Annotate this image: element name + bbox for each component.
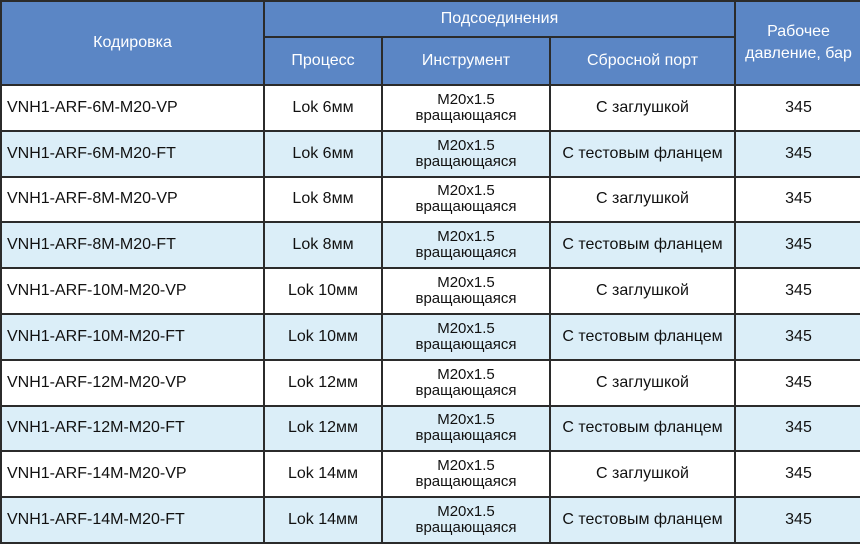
- cell-vent: С тестовым фланцем: [548, 129, 737, 178]
- header-connections: Подсоединения: [262, 0, 737, 38]
- header-code: Кодировка: [0, 0, 265, 86]
- table-row: VNH1-ARF-10M-M20-FT Lok 10мм M20x1.5 вращ…: [0, 312, 860, 361]
- cell-process: Lok 12мм: [263, 358, 383, 407]
- table-row: VNH1-ARF-8M-M20-FT Lok 8мм M20x1.5 вращаю…: [0, 221, 860, 270]
- cell-code: VNH1-ARF-6M-M20-FT: [0, 129, 265, 178]
- cell-pressure: 345: [734, 221, 860, 270]
- table-row: VNH1-ARF-10M-M20-VP Lok 10мм M20x1.5 вращ…: [0, 267, 860, 315]
- cell-code: VNH1-ARF-14M-M20-FT: [0, 496, 265, 544]
- cell-code: VNH1-ARF-12M-M20-VP: [0, 358, 265, 407]
- table-row: VNH1-ARF-8M-M20-VP Lok 8мм M20x1.5 вращаю…: [0, 175, 860, 224]
- cell-code: VNH1-ARF-8M-M20-VP: [0, 175, 265, 224]
- cell-process: Lok 10мм: [263, 267, 383, 315]
- cell-vent: С заглушкой: [548, 358, 737, 407]
- instrument-thread: M20x1.5: [437, 274, 495, 292]
- cell-instrument: M20x1.5 вращающаяся: [381, 450, 551, 499]
- cell-vent: С тестовым фланцем: [548, 312, 737, 361]
- header-pressure: Рабочее давление, бар: [734, 0, 860, 86]
- instrument-type: вращающаяся: [415, 335, 517, 353]
- table-row: VNH1-ARF-14M-M20-VP Lok 14мм M20x1.5 вращ…: [0, 450, 860, 499]
- table-row: VNH1-ARF-6M-M20-FT Lok 6мм M20x1.5 вращаю…: [0, 129, 860, 178]
- cell-process: Lok 14мм: [263, 450, 383, 499]
- cell-vent: С тестовым фланцем: [548, 496, 737, 544]
- instrument-type: вращающаяся: [415, 519, 517, 537]
- cell-pressure: 345: [734, 404, 860, 453]
- instrument-type: вращающаяся: [415, 290, 517, 308]
- cell-instrument: M20x1.5 вращающаяся: [381, 267, 551, 315]
- cell-instrument: M20x1.5 вращающаяся: [381, 312, 551, 361]
- instrument-type: вращающаяся: [415, 152, 517, 170]
- cell-vent: С заглушкой: [548, 84, 737, 132]
- cell-process: Lok 8мм: [263, 175, 383, 224]
- header-instrument: Инструмент: [381, 36, 551, 86]
- table-row: VNH1-ARF-14M-M20-FT Lok 14мм M20x1.5 вращ…: [0, 496, 860, 544]
- cell-code: VNH1-ARF-12M-M20-FT: [0, 404, 265, 453]
- instrument-type: вращающаяся: [415, 381, 517, 399]
- instrument-type: вращающаяся: [415, 427, 517, 445]
- header-process: Процесс: [263, 36, 383, 86]
- cell-code: VNH1-ARF-10M-M20-VP: [0, 267, 265, 315]
- cell-instrument: M20x1.5 вращающаяся: [381, 84, 551, 132]
- cell-process: Lok 12мм: [263, 404, 383, 453]
- cell-instrument: M20x1.5 вращающаяся: [381, 129, 551, 178]
- cell-process: Lok 10мм: [263, 312, 383, 361]
- cell-process: Lok 6мм: [263, 129, 383, 178]
- cell-process: Lok 6мм: [263, 84, 383, 132]
- table-row: VNH1-ARF-6M-M20-VP Lok 6мм M20x1.5 вращаю…: [0, 84, 860, 132]
- cell-pressure: 345: [734, 175, 860, 224]
- instrument-thread: M20x1.5: [437, 457, 495, 475]
- cell-pressure: 345: [734, 84, 860, 132]
- instrument-thread: M20x1.5: [437, 365, 495, 383]
- instrument-type: вращающаяся: [415, 198, 517, 216]
- cell-code: VNH1-ARF-6M-M20-VP: [0, 84, 265, 132]
- cell-instrument: M20x1.5 вращающаяся: [381, 221, 551, 270]
- table-row: VNH1-ARF-12M-M20-VP Lok 12мм M20x1.5 вращ…: [0, 358, 860, 407]
- cell-vent: С тестовым фланцем: [548, 221, 737, 270]
- cell-pressure: 345: [734, 129, 860, 178]
- cell-vent: С заглушкой: [548, 175, 737, 224]
- instrument-type: вращающаяся: [415, 244, 517, 262]
- cell-process: Lok 14мм: [263, 496, 383, 544]
- cell-pressure: 345: [734, 358, 860, 407]
- cell-pressure: 345: [734, 450, 860, 499]
- instrument-thread: M20x1.5: [437, 182, 495, 200]
- cell-code: VNH1-ARF-14M-M20-VP: [0, 450, 265, 499]
- cell-pressure: 345: [734, 267, 860, 315]
- instrument-type: вращающаяся: [415, 473, 517, 491]
- cell-vent: С заглушкой: [548, 267, 737, 315]
- table-row: VNH1-ARF-12M-M20-FT Lok 12мм M20x1.5 вращ…: [0, 404, 860, 453]
- cell-code: VNH1-ARF-8M-M20-FT: [0, 221, 265, 270]
- instrument-thread: M20x1.5: [437, 319, 495, 337]
- instrument-thread: M20x1.5: [437, 136, 495, 154]
- cell-instrument: M20x1.5 вращающаяся: [381, 358, 551, 407]
- cell-instrument: M20x1.5 вращающаяся: [381, 175, 551, 224]
- cell-vent: С тестовым фланцем: [548, 404, 737, 453]
- cell-pressure: 345: [734, 496, 860, 544]
- instrument-thread: M20x1.5: [437, 411, 495, 429]
- header-vent: Сбросной порт: [548, 36, 737, 86]
- cell-instrument: M20x1.5 вращающаяся: [381, 496, 551, 544]
- instrument-thread: M20x1.5: [437, 503, 495, 521]
- cell-code: VNH1-ARF-10M-M20-FT: [0, 312, 265, 361]
- cell-process: Lok 8мм: [263, 221, 383, 270]
- cell-vent: С заглушкой: [548, 450, 737, 499]
- cell-instrument: M20x1.5 вращающаяся: [381, 404, 551, 453]
- instrument-thread: M20x1.5: [437, 228, 495, 246]
- header-pressure-text: Рабочее давление, бар: [745, 23, 852, 62]
- instrument-thread: M20x1.5: [437, 90, 495, 108]
- instrument-type: вращающаяся: [415, 106, 517, 124]
- cell-pressure: 345: [734, 312, 860, 361]
